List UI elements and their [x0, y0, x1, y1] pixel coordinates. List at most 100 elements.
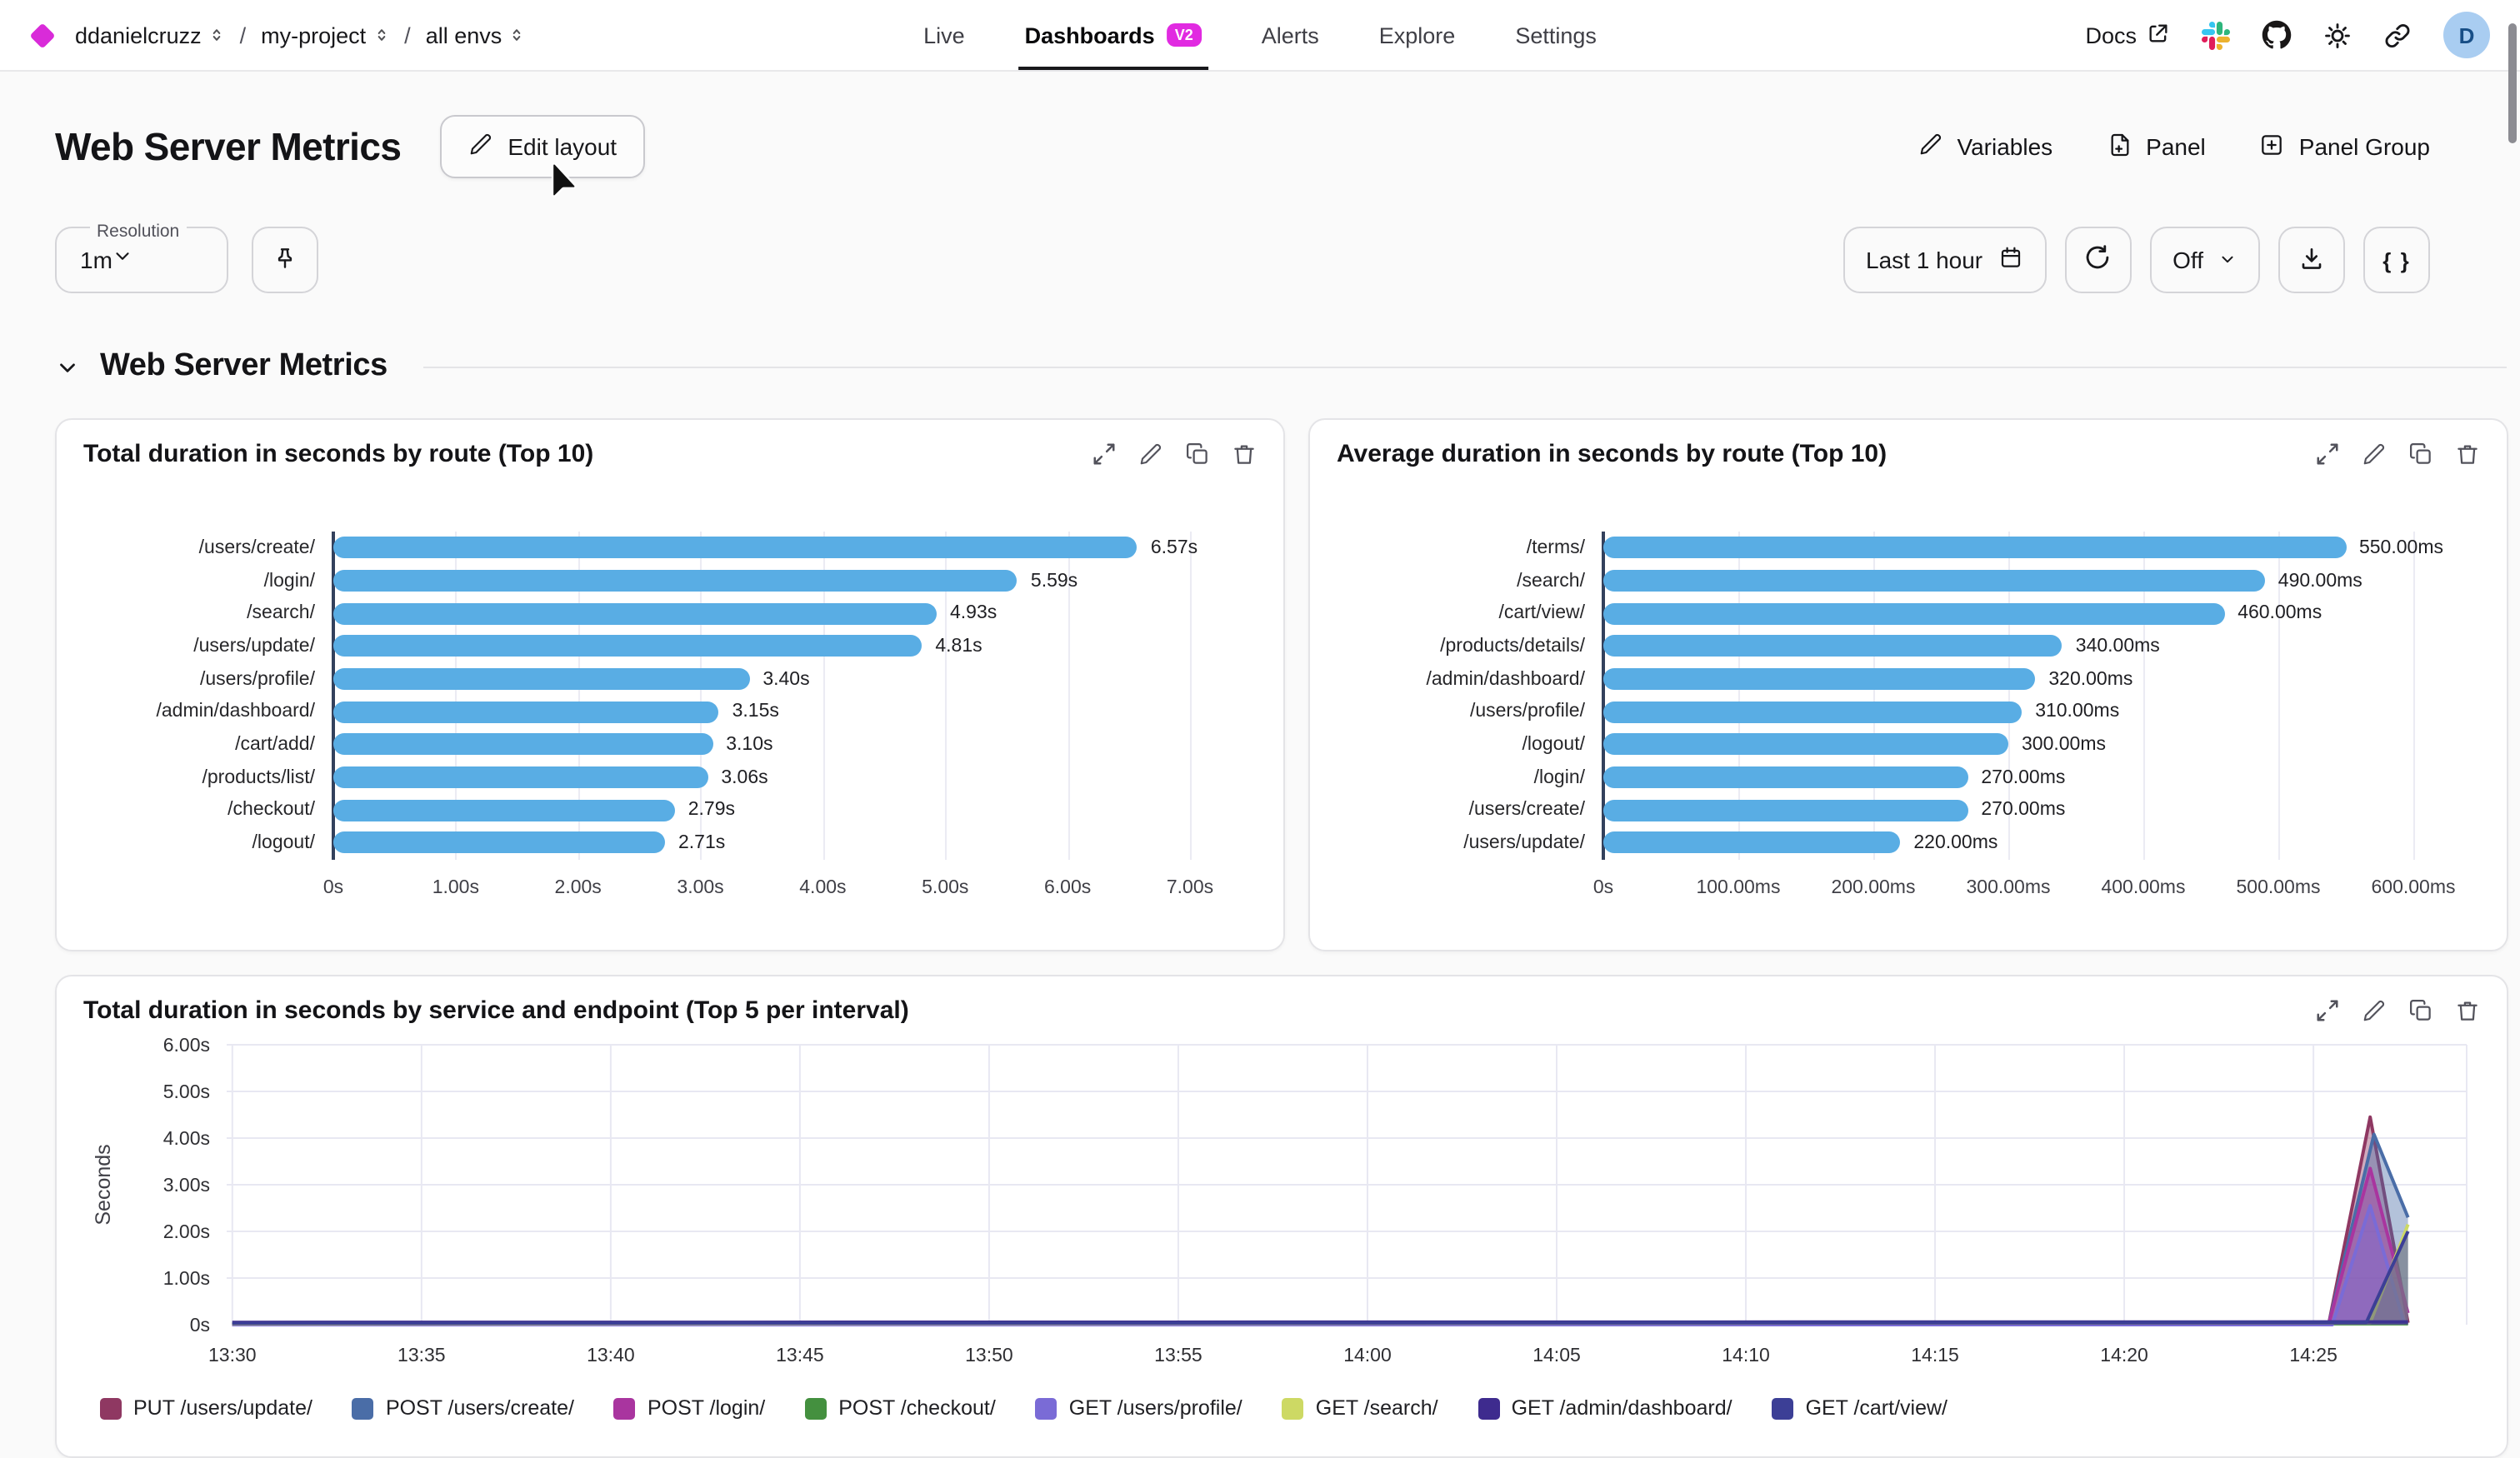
delete-panel-icon[interactable]	[2455, 998, 2480, 1023]
area-chart-svg: 0s 1.00s 2.00s 3.00s 4.00s 5.00s 6.00s Seconds 1…	[92, 1034, 2468, 1366]
user-avatar[interactable]: D	[2443, 12, 2490, 58]
delete-panel-icon[interactable]	[1232, 442, 1257, 467]
svg-text:6.00s: 6.00s	[163, 1035, 210, 1056]
share-link-icon[interactable]	[2383, 21, 2412, 49]
bar-row: /users/profile/3.40s	[83, 663, 1257, 696]
legend-item[interactable]: POST /users/create/	[352, 1396, 574, 1420]
expand-panel-icon[interactable]	[2315, 442, 2340, 467]
legend-item[interactable]: GET /admin/dashboard/	[1478, 1396, 1732, 1420]
bar[interactable]	[333, 799, 675, 821]
bar[interactable]	[1603, 733, 2008, 756]
updown-selector-icon	[508, 22, 525, 47]
edit-layout-button[interactable]: Edit layout	[439, 115, 646, 178]
legend-item[interactable]: POST /checkout/	[805, 1396, 996, 1420]
breadcrumb-separator: /	[239, 22, 247, 47]
refresh-button[interactable]	[2064, 227, 2132, 293]
bar[interactable]	[333, 537, 1138, 559]
scrollbar-thumb[interactable]	[2508, 23, 2517, 143]
bar[interactable]	[333, 602, 937, 625]
bar[interactable]	[333, 668, 750, 691]
duplicate-panel-icon[interactable]	[2408, 442, 2433, 467]
nav-tab-settings[interactable]: Settings	[1515, 0, 1597, 70]
panel-header: Average duration in seconds by route (To…	[1337, 440, 2480, 468]
bar[interactable]	[1603, 635, 2062, 657]
nav-tab-dashboards[interactable]: Dashboards V2	[1018, 0, 1208, 70]
bar-value-label: 270.00ms	[1981, 767, 2066, 788]
nav-tab-label: Settings	[1515, 22, 1597, 47]
bar[interactable]	[1603, 701, 2022, 723]
bar-track: 3.40s	[333, 663, 1190, 696]
bar[interactable]	[333, 569, 1018, 592]
legend-item[interactable]: POST /login/	[613, 1396, 766, 1420]
docs-link[interactable]: Docs	[2085, 21, 2170, 49]
expand-panel-icon[interactable]	[2315, 998, 2340, 1023]
breadcrumb-item[interactable]: all envs	[426, 22, 526, 47]
auto-refresh-select[interactable]: Off	[2149, 227, 2260, 293]
square-plus-icon	[2259, 131, 2286, 162]
external-link-icon	[2147, 21, 2170, 49]
bar-category-label: /admin/dashboard/	[1426, 669, 1585, 690]
slack-icon[interactable]	[2202, 21, 2230, 49]
pin-button[interactable]	[252, 227, 318, 293]
bar[interactable]	[333, 831, 665, 854]
bar-track: 4.93s	[333, 597, 1190, 630]
legend-label: POST /login/	[647, 1396, 766, 1420]
bar[interactable]	[333, 733, 713, 756]
bar[interactable]	[333, 766, 708, 789]
bar[interactable]	[333, 635, 922, 657]
gridline	[1738, 532, 1740, 860]
duplicate-panel-icon[interactable]	[2408, 998, 2433, 1023]
bar-value-label: 6.57s	[1150, 537, 1198, 558]
nav-tab-explore[interactable]: Explore	[1379, 0, 1456, 70]
bar[interactable]	[1603, 766, 1968, 789]
calendar-icon	[1998, 245, 2022, 275]
bar-track: 550.00ms	[1603, 532, 2443, 564]
resolution-select[interactable]: Resolution 1m	[55, 222, 228, 293]
bar-track: 3.10s	[333, 728, 1190, 761]
panels-row: Total duration in seconds by route (Top …	[55, 418, 2508, 951]
time-range-button[interactable]: Last 1 hour	[1842, 227, 2047, 293]
theme-toggle-sun-icon[interactable]	[2323, 21, 2352, 49]
json-braces-button[interactable]: { }	[2363, 227, 2430, 293]
y-axis-line	[1602, 532, 1605, 860]
legend-item[interactable]: GET /cart/view/	[1772, 1396, 1948, 1420]
bar-value-label: 490.00ms	[2278, 571, 2362, 592]
bar[interactable]	[1603, 668, 2036, 691]
edit-panel-icon[interactable]	[2362, 442, 2387, 467]
breadcrumb-item[interactable]: ddanielcruzz	[75, 22, 225, 47]
bar[interactable]	[1603, 799, 1968, 821]
bar-row: /admin/dashboard/3.15s	[83, 696, 1257, 728]
expand-panel-icon[interactable]	[1092, 442, 1117, 467]
top-navbar: ddanielcruzz / my-project / all envs Live Das…	[0, 0, 2520, 72]
bar[interactable]	[1603, 602, 2225, 625]
duplicate-panel-icon[interactable]	[1185, 442, 1210, 467]
brand-logo-diamond-icon[interactable]	[29, 22, 56, 48]
edit-panel-icon[interactable]	[2362, 998, 2387, 1023]
bar-value-label: 5.59s	[1030, 571, 1078, 592]
panel-header: Total duration in seconds by service and…	[83, 996, 2480, 1025]
legend-item[interactable]: GET /users/profile/	[1035, 1396, 1242, 1420]
variables-button[interactable]: Variables	[1919, 132, 2052, 162]
delete-panel-icon[interactable]	[2455, 442, 2480, 467]
gridline	[822, 532, 825, 860]
legend-label: PUT /users/update/	[133, 1396, 312, 1420]
legend-item[interactable]: PUT /users/update/	[100, 1396, 312, 1420]
bar-chart-average-duration: /terms/550.00ms/search/490.00ms/cart/vie…	[1337, 532, 2480, 910]
panel-group-button[interactable]: Panel Group	[2259, 131, 2430, 162]
bar[interactable]	[1603, 537, 2346, 559]
bar[interactable]	[333, 701, 719, 723]
bar-row: /search/490.00ms	[1337, 564, 2480, 597]
bar[interactable]	[1603, 831, 1901, 854]
github-icon[interactable]	[2262, 20, 2292, 50]
bar[interactable]	[1603, 569, 2265, 592]
nav-tab-alerts[interactable]: Alerts	[1262, 0, 1319, 70]
legend-item[interactable]: GET /search/	[1282, 1396, 1438, 1420]
panel-button[interactable]: Panel	[2106, 131, 2206, 162]
bar-track: 5.59s	[333, 564, 1190, 597]
breadcrumb-item[interactable]: my-project	[261, 22, 389, 47]
section-collapse-chevron-icon[interactable]	[55, 354, 80, 379]
download-button[interactable]	[2278, 227, 2345, 293]
bar-track: 2.71s	[333, 826, 1190, 859]
edit-panel-icon[interactable]	[1138, 442, 1163, 467]
nav-tab-live[interactable]: Live	[923, 0, 965, 70]
